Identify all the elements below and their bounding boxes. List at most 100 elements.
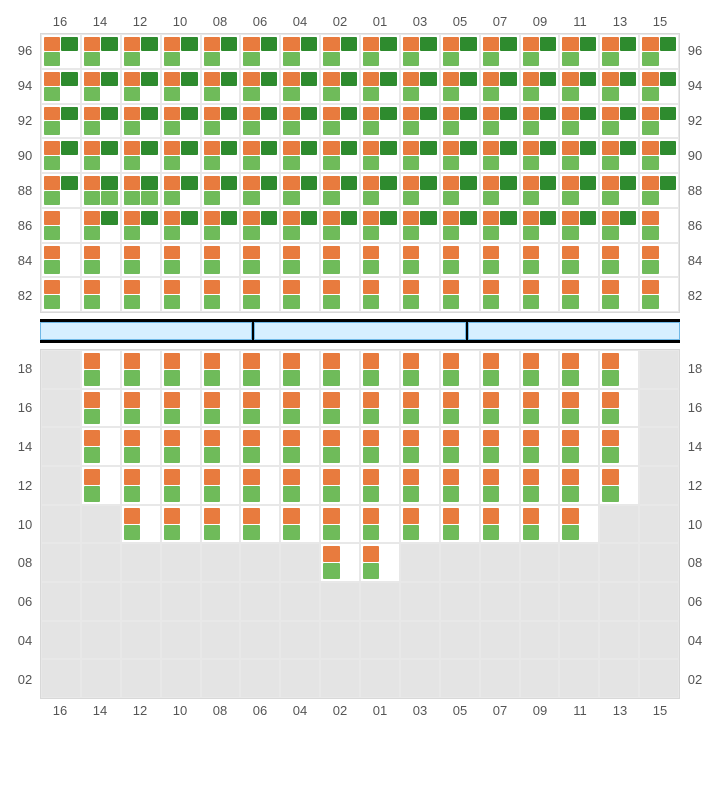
seat-cell[interactable] [639, 104, 679, 139]
seat-cell[interactable] [599, 466, 639, 505]
seat-cell[interactable] [201, 389, 241, 428]
seat-cell[interactable] [440, 34, 480, 69]
seat-cell[interactable] [520, 69, 560, 104]
seat-cell[interactable] [639, 277, 679, 312]
seat-cell[interactable] [480, 69, 520, 104]
seat-cell[interactable] [400, 277, 440, 312]
seat-cell[interactable] [360, 427, 400, 466]
seat-cell[interactable] [81, 34, 121, 69]
seat-cell[interactable] [41, 243, 81, 278]
seat-cell[interactable] [599, 389, 639, 428]
seat-cell[interactable] [121, 173, 161, 208]
seat-cell[interactable] [599, 208, 639, 243]
seat-cell[interactable] [81, 208, 121, 243]
seat-cell[interactable] [599, 243, 639, 278]
seat-cell[interactable] [559, 350, 599, 389]
seat-cell[interactable] [400, 243, 440, 278]
seat-cell[interactable] [360, 138, 400, 173]
seat-cell[interactable] [201, 350, 241, 389]
seat-cell[interactable] [639, 243, 679, 278]
seat-cell[interactable] [121, 69, 161, 104]
seat-cell[interactable] [41, 173, 81, 208]
seat-cell[interactable] [599, 34, 639, 69]
seat-cell[interactable] [559, 34, 599, 69]
seat-cell[interactable] [440, 138, 480, 173]
seat-cell[interactable] [520, 104, 560, 139]
seat-cell[interactable] [81, 350, 121, 389]
seat-cell[interactable] [440, 173, 480, 208]
seat-cell[interactable] [240, 69, 280, 104]
seat-cell[interactable] [41, 277, 81, 312]
seat-cell[interactable] [480, 277, 520, 312]
seat-cell[interactable] [240, 277, 280, 312]
seat-cell[interactable] [480, 208, 520, 243]
seat-cell[interactable] [440, 389, 480, 428]
seat-cell[interactable] [240, 173, 280, 208]
seat-cell[interactable] [480, 466, 520, 505]
seat-cell[interactable] [520, 208, 560, 243]
seat-cell[interactable] [320, 173, 360, 208]
seat-cell[interactable] [201, 138, 241, 173]
seat-cell[interactable] [161, 389, 201, 428]
seat-cell[interactable] [639, 34, 679, 69]
seat-cell[interactable] [320, 208, 360, 243]
seat-cell[interactable] [201, 104, 241, 139]
seat-cell[interactable] [520, 138, 560, 173]
seat-cell[interactable] [559, 69, 599, 104]
seat-cell[interactable] [520, 34, 560, 69]
seat-cell[interactable] [559, 277, 599, 312]
seat-cell[interactable] [440, 277, 480, 312]
seat-cell[interactable] [280, 243, 320, 278]
seat-cell[interactable] [121, 208, 161, 243]
seat-cell[interactable] [559, 389, 599, 428]
seat-cell[interactable] [320, 69, 360, 104]
seat-cell[interactable] [280, 466, 320, 505]
seat-cell[interactable] [320, 427, 360, 466]
seat-cell[interactable] [480, 505, 520, 544]
seat-cell[interactable] [360, 505, 400, 544]
seat-cell[interactable] [280, 208, 320, 243]
seat-cell[interactable] [41, 208, 81, 243]
seat-cell[interactable] [400, 69, 440, 104]
seat-cell[interactable] [400, 34, 440, 69]
seat-cell[interactable] [520, 173, 560, 208]
seat-cell[interactable] [121, 34, 161, 69]
seat-cell[interactable] [440, 69, 480, 104]
seat-cell[interactable] [599, 277, 639, 312]
seat-cell[interactable] [599, 350, 639, 389]
seat-cell[interactable] [320, 277, 360, 312]
seat-cell[interactable] [559, 208, 599, 243]
seat-cell[interactable] [360, 173, 400, 208]
seat-cell[interactable] [320, 138, 360, 173]
seat-cell[interactable] [81, 277, 121, 312]
seat-cell[interactable] [240, 243, 280, 278]
seat-cell[interactable] [480, 138, 520, 173]
seat-cell[interactable] [280, 104, 320, 139]
seat-cell[interactable] [360, 350, 400, 389]
seat-cell[interactable] [161, 350, 201, 389]
seat-cell[interactable] [161, 505, 201, 544]
seat-cell[interactable] [360, 104, 400, 139]
seat-cell[interactable] [240, 138, 280, 173]
seat-cell[interactable] [161, 34, 201, 69]
seat-cell[interactable] [360, 34, 400, 69]
seat-cell[interactable] [161, 69, 201, 104]
seat-cell[interactable] [559, 243, 599, 278]
seat-cell[interactable] [559, 427, 599, 466]
seat-cell[interactable] [400, 466, 440, 505]
seat-cell[interactable] [81, 243, 121, 278]
seat-cell[interactable] [41, 104, 81, 139]
seat-cell[interactable] [400, 505, 440, 544]
seat-cell[interactable] [280, 69, 320, 104]
seat-cell[interactable] [81, 427, 121, 466]
seat-cell[interactable] [320, 505, 360, 544]
seat-cell[interactable] [280, 427, 320, 466]
seat-cell[interactable] [161, 277, 201, 312]
seat-cell[interactable] [121, 104, 161, 139]
seat-cell[interactable] [161, 427, 201, 466]
seat-cell[interactable] [240, 505, 280, 544]
seat-cell[interactable] [201, 277, 241, 312]
seat-cell[interactable] [440, 427, 480, 466]
seat-cell[interactable] [360, 69, 400, 104]
seat-cell[interactable] [520, 505, 560, 544]
